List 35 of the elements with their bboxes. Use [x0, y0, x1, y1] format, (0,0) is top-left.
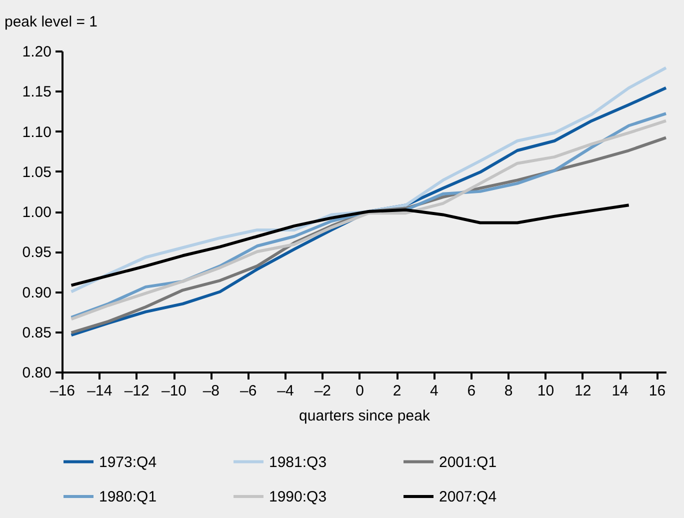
legend-label: 2001:Q1 [439, 454, 497, 471]
line-series [70, 204, 630, 287]
x-tick-label: –4 [277, 382, 294, 400]
x-tick-label: 6 [467, 382, 476, 400]
x-tick-label: 16 [648, 382, 666, 400]
legend-label: 1980:Q1 [99, 488, 157, 506]
x-tick-label: 2 [392, 382, 402, 400]
y-tick-label: 0.80 [22, 364, 52, 382]
x-axis-title: quarters since peak [299, 408, 430, 424]
x-tick-label: 8 [504, 382, 513, 400]
y-tick-label: 1.15 [22, 84, 52, 101]
x-tick-label: 12 [574, 382, 592, 400]
x-tick-label: 14 [612, 382, 628, 400]
y-tick-label: 1.00 [22, 204, 52, 221]
y-tick-label: 0.90 [22, 284, 52, 302]
x-tick-label: 0 [356, 382, 364, 400]
y-tick-label: 1.05 [22, 164, 52, 181]
x-tick-label: 10 [537, 382, 554, 400]
x-tick-label: 4 [430, 382, 438, 400]
x-tick-label: –12 [124, 382, 150, 400]
x-tick-label: –16 [50, 382, 76, 400]
y-tick-label: 1.10 [22, 124, 52, 141]
y-tick-label: 0.95 [22, 244, 52, 262]
x-tick-label: –6 [240, 382, 257, 400]
x-tick-label: –10 [161, 382, 187, 400]
x-tick-label: –2 [314, 382, 332, 400]
legend-label: 1973:Q4 [99, 454, 157, 471]
legend-label: 1981:Q3 [269, 454, 327, 471]
y-tick-label: 1.20 [22, 44, 52, 60]
x-tick-label: –14 [87, 382, 112, 400]
legend-label: 1990:Q3 [269, 488, 327, 506]
x-tick-label: –8 [202, 382, 220, 400]
y-tick-label: 0.85 [22, 324, 52, 342]
legend-label: 2007:Q4 [439, 488, 497, 506]
y-axis-title: peak level = 1 [4, 14, 98, 30]
